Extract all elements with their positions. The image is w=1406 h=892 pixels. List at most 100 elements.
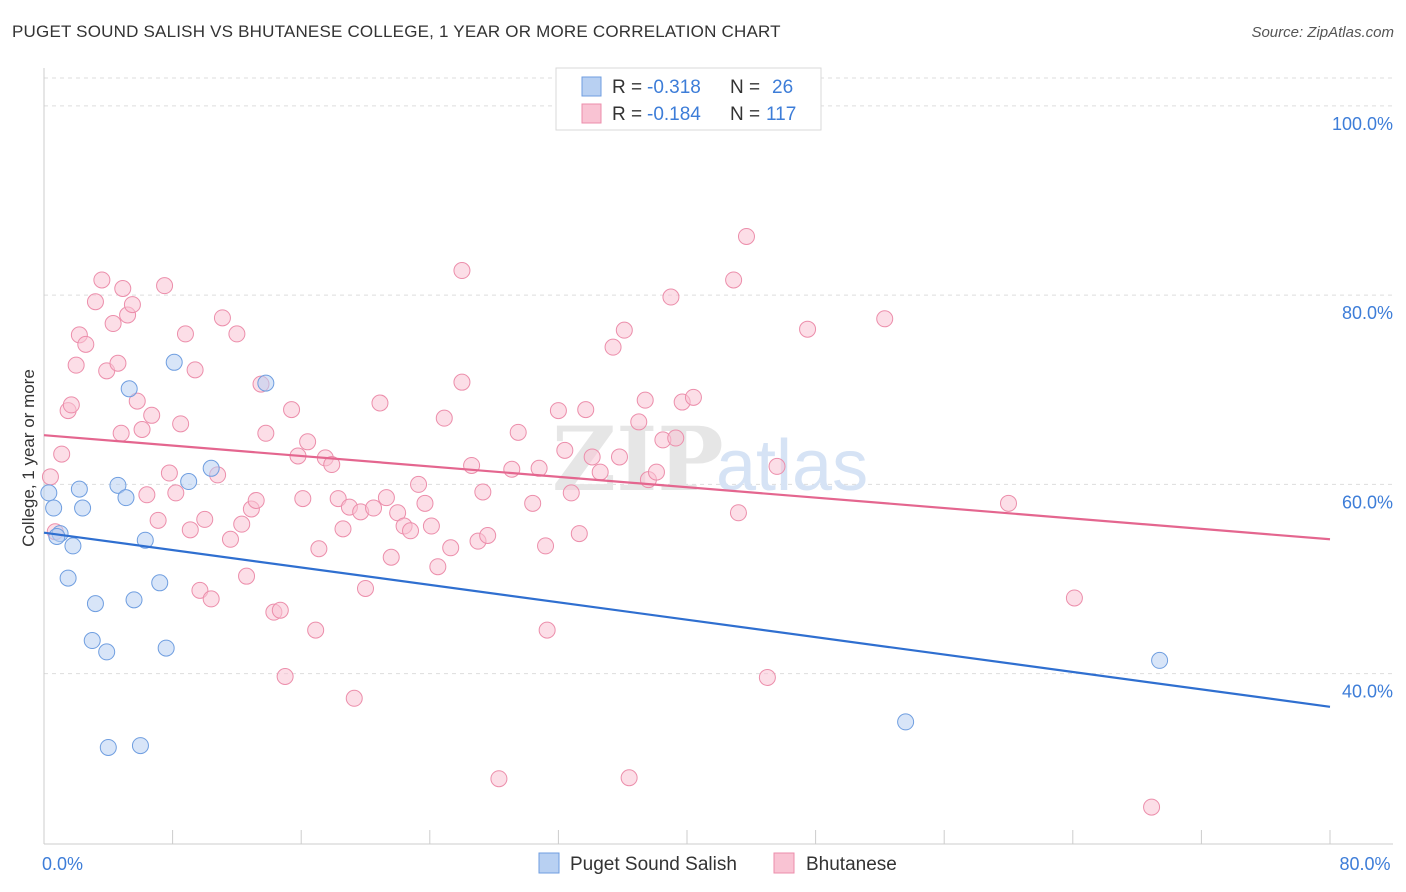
point-bhutanese	[334, 520, 352, 538]
data-points	[40, 227, 1169, 816]
point-bhutanese	[67, 356, 85, 374]
point-bhutanese	[402, 522, 420, 540]
point-bhutanese	[196, 510, 214, 528]
legend-blue-n-value: 26	[772, 77, 793, 98]
bottom-legend: Puget Sound Salish Bhutanese	[538, 852, 897, 875]
point-bhutanese	[620, 769, 638, 787]
point-bhutanese	[149, 511, 167, 529]
point-bhutanese	[583, 448, 601, 466]
bottom-legend-blue-label: Puget Sound Salish	[570, 854, 737, 875]
point-bhutanese	[610, 448, 628, 466]
x-tick-label: 0.0%	[42, 854, 83, 874]
point-bhutanese	[160, 464, 178, 482]
point-puget-sound-salish	[1151, 651, 1169, 669]
point-bhutanese	[257, 424, 275, 442]
point-bhutanese	[410, 475, 428, 493]
point-bhutanese	[453, 262, 471, 280]
point-bhutanese	[684, 388, 702, 406]
point-bhutanese	[283, 401, 301, 419]
point-bhutanese	[382, 548, 400, 566]
point-bhutanese	[725, 271, 743, 289]
point-bhutanese	[307, 621, 325, 639]
point-puget-sound-salish	[136, 531, 154, 549]
x-tick-label: 80.0%	[1339, 854, 1390, 874]
point-puget-sound-salish	[120, 380, 138, 398]
point-bhutanese	[662, 288, 680, 306]
point-puget-sound-salish	[125, 591, 143, 609]
point-bhutanese	[876, 310, 894, 328]
point-bhutanese	[371, 394, 389, 412]
point-bhutanese	[667, 429, 685, 447]
legend-blue-r-value: -0.318	[647, 77, 701, 98]
point-bhutanese	[213, 309, 231, 327]
point-puget-sound-salish	[117, 489, 135, 507]
point-bhutanese	[138, 486, 156, 504]
point-bhutanese	[123, 296, 141, 314]
point-bhutanese	[365, 499, 383, 517]
point-bhutanese	[630, 413, 648, 431]
point-puget-sound-salish	[86, 595, 104, 613]
point-bhutanese	[729, 504, 747, 522]
point-puget-sound-salish	[98, 643, 116, 661]
point-bhutanese	[490, 770, 508, 788]
legend-blue-r-label: R =	[612, 77, 642, 98]
point-bhutanese	[768, 457, 786, 475]
point-bhutanese	[299, 433, 317, 451]
y-tick-label: 80.0%	[1342, 303, 1393, 323]
point-puget-sound-salish	[70, 480, 88, 498]
point-puget-sound-salish	[131, 737, 149, 755]
y-axis-title: College, 1 year or more	[19, 369, 38, 547]
point-bhutanese	[604, 338, 622, 356]
point-bhutanese	[1143, 798, 1161, 816]
point-puget-sound-salish	[59, 569, 77, 587]
y-tick-label: 40.0%	[1342, 682, 1393, 702]
point-bhutanese	[271, 601, 289, 619]
point-bhutanese	[310, 540, 328, 558]
point-bhutanese	[167, 484, 185, 502]
point-puget-sound-salish	[151, 574, 169, 592]
point-bhutanese	[221, 530, 239, 548]
point-bhutanese	[570, 525, 588, 543]
point-bhutanese	[422, 517, 440, 535]
point-bhutanese	[109, 354, 127, 372]
point-bhutanese	[181, 521, 199, 539]
point-bhutanese	[1000, 494, 1017, 512]
point-bhutanese	[799, 320, 817, 338]
y-tick-label: 60.0%	[1342, 492, 1393, 512]
legend-pink-r-value: -0.184	[647, 104, 701, 125]
point-bhutanese	[233, 515, 251, 533]
point-bhutanese	[357, 579, 374, 597]
point-puget-sound-salish	[40, 484, 58, 502]
point-bhutanese	[615, 321, 633, 339]
axes	[43, 68, 1393, 845]
point-puget-sound-salish	[83, 632, 101, 650]
point-bhutanese	[737, 227, 755, 245]
point-bhutanese	[86, 293, 104, 311]
point-bhutanese	[186, 361, 204, 379]
point-bhutanese	[435, 409, 453, 427]
point-bhutanese	[247, 491, 265, 509]
point-bhutanese	[549, 402, 567, 420]
point-bhutanese	[758, 668, 776, 686]
point-puget-sound-salish	[109, 476, 127, 494]
axis-ticks: 0.0% 80.0% 100.0% 80.0% 60.0% 40.0%	[42, 114, 1393, 874]
point-bhutanese	[537, 537, 555, 555]
point-bhutanese	[442, 539, 460, 557]
point-puget-sound-salish	[48, 527, 66, 545]
point-bhutanese	[112, 424, 130, 442]
point-puget-sound-salish	[202, 459, 220, 477]
point-puget-sound-salish	[897, 713, 915, 731]
point-bhutanese	[77, 335, 95, 353]
point-bhutanese	[276, 667, 294, 685]
legend-blue-swatch	[581, 76, 602, 97]
point-bhutanese	[172, 415, 190, 433]
y-tick-label: 100.0%	[1332, 114, 1393, 134]
legend-pink-swatch	[581, 103, 602, 124]
point-bhutanese	[191, 581, 209, 599]
point-puget-sound-salish	[157, 639, 175, 657]
point-bhutanese	[228, 325, 246, 343]
point-bhutanese	[323, 456, 341, 474]
point-bhutanese	[176, 325, 194, 343]
point-bhutanese	[453, 373, 471, 391]
